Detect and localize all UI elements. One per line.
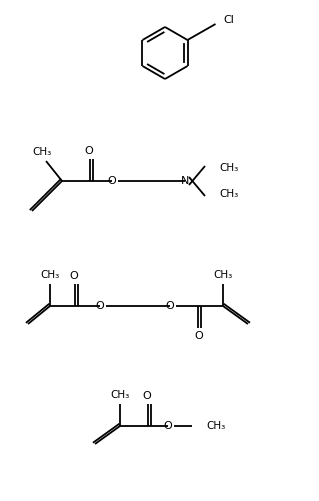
Text: O: O: [108, 176, 116, 186]
Text: Cl: Cl: [224, 15, 234, 25]
Text: CH₃: CH₃: [219, 163, 238, 173]
Text: O: O: [70, 271, 78, 281]
Text: CH₃: CH₃: [213, 270, 233, 280]
Text: N: N: [181, 176, 189, 186]
Text: CH₃: CH₃: [32, 147, 52, 157]
Text: CH₃: CH₃: [206, 421, 225, 431]
Text: O: O: [195, 331, 204, 341]
Text: O: O: [143, 391, 152, 401]
Text: CH₃: CH₃: [41, 270, 60, 280]
Text: CH₃: CH₃: [219, 189, 238, 199]
Text: O: O: [164, 421, 172, 431]
Text: CH₃: CH₃: [110, 390, 130, 400]
Text: O: O: [85, 146, 93, 156]
Text: O: O: [96, 301, 104, 311]
Text: O: O: [166, 301, 174, 311]
